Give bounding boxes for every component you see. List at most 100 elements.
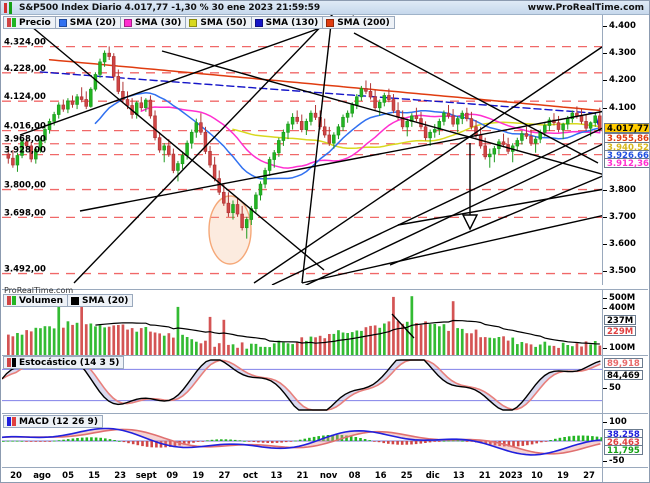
date-axis-tick: 2023 (499, 471, 523, 481)
date-axis-tick: oct (242, 471, 258, 481)
volume-axis-tick: 500M (602, 293, 635, 303)
price-level-label: 4.124,00 (4, 92, 46, 102)
date-axis-tick: 20 (10, 471, 22, 481)
legend-volume-item[interactable]: Volumen (3, 294, 68, 307)
price-legend[interactable]: Precio SMA (20) SMA (30) SMA (50) SMA (130) S… (3, 16, 395, 29)
price-level-label: 3.928,00 (4, 146, 46, 156)
macd-legend[interactable]: MACD (12 26 9) (3, 415, 103, 428)
legend-price-label: SMA (50) (200, 17, 247, 28)
legend-volume-label: SMA (20) (82, 295, 129, 306)
price-axis-tick: 4.400 (603, 21, 636, 31)
macd-axis-tick: 100 (603, 417, 627, 427)
legend-price-item[interactable]: SMA (130) (250, 16, 323, 29)
trendline (161, 50, 605, 176)
trendline (19, 15, 355, 136)
macd-canvas (2, 427, 605, 456)
legend-volume-label: Volumen (19, 295, 64, 306)
legend-price-label: SMA (20) (69, 17, 117, 28)
volume-canvas (7, 294, 602, 355)
trendline (301, 15, 333, 284)
trendline (301, 214, 605, 284)
date-axis-tick: 13 (270, 471, 283, 481)
volume-axis-tick: 100M (602, 343, 635, 353)
trendline (19, 16, 325, 271)
stoch-axis-tag: 89,918 (604, 358, 643, 369)
color-swatch-icon (71, 296, 80, 305)
legend-price-item[interactable]: SMA (50) (185, 16, 251, 29)
date-axis-tick: nov (319, 471, 338, 481)
trendline (304, 142, 605, 285)
volume-legend[interactable]: Volumen SMA (20) (3, 294, 134, 307)
breakdown-arrow (461, 143, 479, 231)
price-chart-canvas: 4.324,00 4.228,00 4.124,00 4.016,00 3.968,00… (2, 15, 605, 285)
date-axis-tick: 21 (478, 471, 491, 481)
macd-axis[interactable]: 100 -50 38,258 26,463 11,795 (602, 413, 648, 467)
price-chart-panel[interactable]: 4.324,00 4.228,00 4.124,00 4.016,00 3.968,00… (2, 15, 605, 285)
macd-axis-tick: -50 (602, 456, 624, 466)
legend-price-item[interactable]: SMA (200) (322, 16, 395, 29)
date-axis-tick: 19 (192, 471, 205, 481)
legend-price-label: Precio (19, 17, 51, 28)
price-level-label: 3.492,00 (4, 265, 46, 275)
date-axis-tick: 23 (114, 471, 127, 481)
date-axis-tick: 13 (452, 471, 465, 481)
price-axis-tick: 4.200 (603, 75, 636, 85)
legend-price-item[interactable]: SMA (30) (120, 16, 186, 29)
legend-price-label: SMA (130) (265, 17, 319, 28)
date-axis-tick: 27 (583, 471, 595, 481)
stochastic-canvas (2, 359, 605, 411)
price-level-label: 4.228,00 (4, 64, 46, 74)
legend-volume-item[interactable]: SMA (20) (67, 294, 134, 307)
price-axis[interactable]: 4.400 4.300 4.200 4.100 3.800 3.700 3.600 3.500… (602, 15, 649, 285)
color-swatch-icon (326, 18, 335, 27)
legend-price-item[interactable]: Precio (3, 16, 55, 29)
price-level-label: 3.968,00 (4, 135, 46, 145)
volume-axis-tag: 237M (604, 315, 637, 326)
trendline (79, 110, 605, 212)
price-value-tag: 3.912,36 (604, 158, 649, 169)
trendline (353, 32, 599, 164)
legend-stoch-item[interactable]: Estocástico (14 3 5) (3, 356, 125, 369)
date-axis-tick: 21 (296, 471, 309, 481)
color-swatch-icon (254, 18, 263, 27)
date-axis-corner (602, 467, 648, 482)
price-axis-tick: 3.600 (603, 239, 636, 249)
volume-axis-tag: 229M (604, 326, 637, 337)
trendline (253, 46, 603, 284)
color-swatch-icon (124, 18, 133, 27)
legend-price-item[interactable]: SMA (20) (54, 16, 121, 29)
stoch-axis-tag: 84,469 (604, 370, 643, 381)
stochastic-legend[interactable]: Estocástico (14 3 5) (3, 356, 125, 369)
date-axis-tick: sept (135, 471, 157, 481)
price-level-label: 3.800,00 (4, 181, 46, 191)
price-level-label: 4.016,00 (4, 122, 46, 132)
candlestick-icon (7, 417, 16, 426)
provider-url: www.ProRealTime.com (527, 2, 644, 13)
stochastic-axis[interactable]: 50 89,918 84,469 (602, 355, 648, 413)
date-axis-tick: 27 (218, 471, 231, 481)
price-axis-tick: 3.700 (603, 212, 636, 222)
legend-price-label: SMA (200) (337, 17, 390, 28)
price-level-label: 4.324,00 (4, 38, 46, 48)
stoch-axis-tick: 50 (603, 383, 621, 393)
highlight-ellipse (208, 195, 252, 265)
window-titlebar: S&P500 Index Diario 4.017,77 -1,30 % 30 … (1, 1, 649, 15)
candlestick-icon (7, 296, 16, 305)
trendline (389, 174, 605, 266)
candlestick-icon (7, 18, 16, 27)
volume-axis[interactable]: 500M 400M 100M 237M 229M (602, 289, 648, 355)
trendline (73, 15, 333, 284)
candlestick-icon (3, 1, 16, 14)
legend-macd-item[interactable]: MACD (12 26 9) (3, 415, 103, 428)
date-axis-tick: 05 (62, 471, 74, 481)
date-axis-tick: dic (425, 471, 440, 481)
legend-price-label: SMA (30) (135, 17, 182, 28)
date-axis-tick: 10 (530, 471, 543, 481)
watermark-label: ProRealTime.com (4, 286, 74, 295)
date-axis-tick: 15 (88, 471, 101, 481)
color-swatch-icon (58, 18, 67, 27)
price-axis-tick: 4.300 (603, 48, 636, 58)
price-axis-tick: 3.800 (603, 185, 636, 195)
date-axis[interactable]: 20 ago 05 15 23 sept 09 19 27 oct 13 21 nov 08 16 25 dic… (2, 467, 605, 482)
